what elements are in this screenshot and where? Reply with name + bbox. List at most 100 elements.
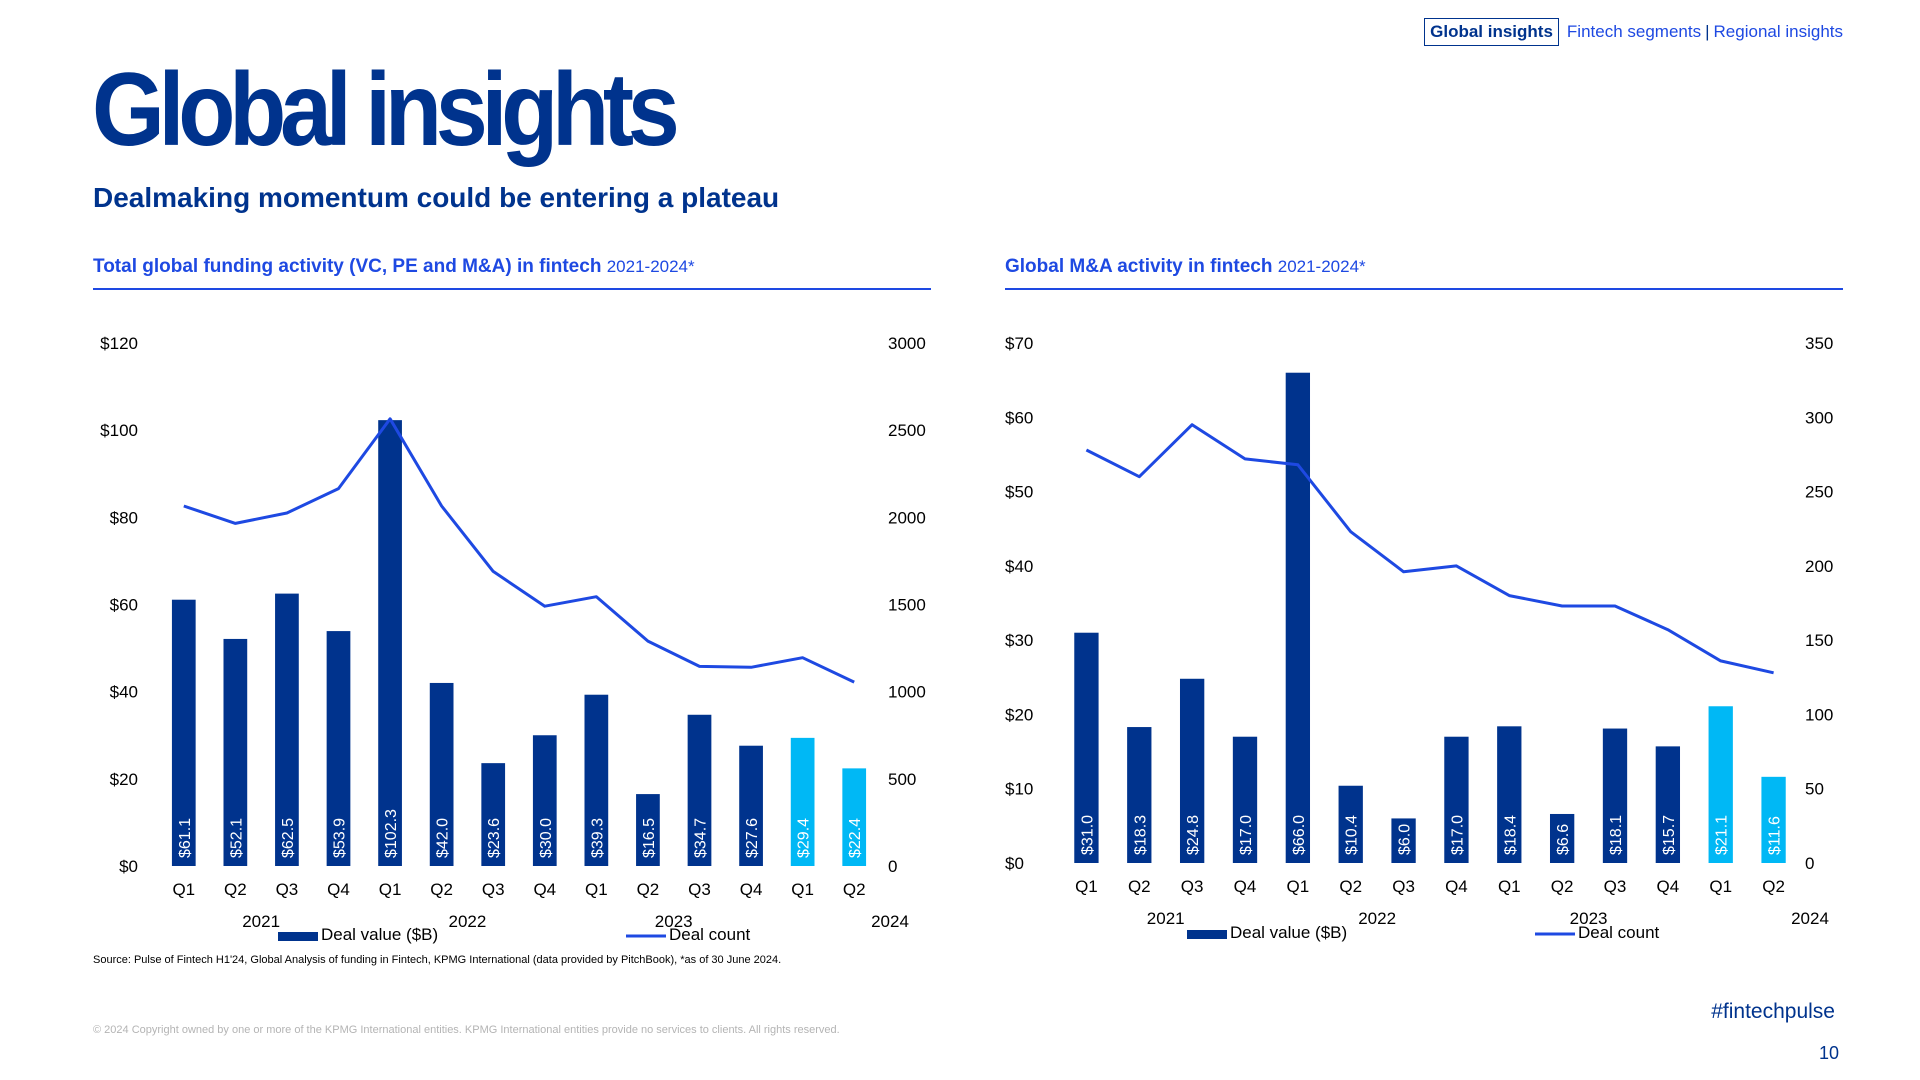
ma-bar xyxy=(1602,728,1628,863)
ma-y-tick-label: $50 xyxy=(1005,483,1033,502)
funding-bar xyxy=(171,599,196,866)
ma-y2-tick-label: 50 xyxy=(1805,780,1824,799)
ma-bar-label: $18.1 xyxy=(1608,815,1625,855)
funding-legend-bar-swatch xyxy=(278,932,318,941)
funding-y-tick-label: $100 xyxy=(100,421,138,440)
ma-bar xyxy=(1285,372,1311,863)
funding-x-tick-label: Q2 xyxy=(430,880,453,899)
funding-bar-label: $22.4 xyxy=(847,818,864,858)
ma-y2-tick-label: 350 xyxy=(1805,334,1833,353)
ma-bar xyxy=(1444,736,1469,863)
ma-y2-tick-label: 300 xyxy=(1805,408,1833,427)
funding-y2-tick-label: 3000 xyxy=(888,334,926,353)
ma-bar xyxy=(1232,736,1258,863)
ma-bar xyxy=(1708,706,1733,863)
funding-y-tick-label: $40 xyxy=(110,683,138,702)
nav-separator: | xyxy=(1705,22,1710,41)
funding-bar-label: $30.0 xyxy=(538,818,555,858)
funding-bar-label: $34.7 xyxy=(693,818,710,858)
ma-x-tick-label: Q2 xyxy=(1128,877,1151,896)
ma-y2-tick-label: 250 xyxy=(1805,483,1833,502)
funding-chart: $0 $20 $40 $60 $80 $100 $120 0 500 1000 1500 2000 25… xyxy=(100,334,926,944)
funding-y-tick-label: $20 xyxy=(110,770,138,789)
funding-y-tick-label: $120 xyxy=(100,334,138,353)
funding-y2-tick-label: 1000 xyxy=(888,683,926,702)
funding-x-tick-label: Q4 xyxy=(327,880,350,899)
copyright-note: © 2024 Copyright owned by one or more of… xyxy=(93,1024,840,1036)
ma-x-tick-label: Q2 xyxy=(1762,877,1785,896)
ma-y-tick-label: $20 xyxy=(1005,705,1033,724)
funding-x-tick-label: Q2 xyxy=(843,880,866,899)
funding-bar xyxy=(790,737,815,866)
funding-deal-count-line xyxy=(183,417,855,684)
funding-bar-label: $62.5 xyxy=(280,818,297,858)
hashtag[interactable]: #fintechpulse xyxy=(1711,1000,1835,1023)
funding-chart-title-range: 2021-2024* xyxy=(606,257,695,276)
ma-bar-label: $15.7 xyxy=(1661,815,1678,855)
ma-year-label: 2021 xyxy=(1147,909,1185,928)
page-number: 10 xyxy=(1818,1043,1839,1063)
funding-x-tick-label: Q1 xyxy=(172,880,195,899)
ma-chart-title: Global M&A activity in fintech 2021-2024… xyxy=(1005,256,1843,290)
ma-bar xyxy=(1761,776,1786,863)
ma-bar xyxy=(1655,746,1681,863)
funding-legend-line-label: Deal count xyxy=(669,925,751,944)
ma-x-tick-label: Q2 xyxy=(1551,877,1574,896)
funding-x-tick-label: Q3 xyxy=(688,880,711,899)
ma-bar-label: $6.6 xyxy=(1555,824,1572,855)
nav-global-insights[interactable]: Global insights xyxy=(1424,18,1559,46)
funding-bar xyxy=(326,631,351,866)
ma-bar-label: $11.6 xyxy=(1767,816,1784,855)
nav-regional-insights[interactable]: Regional insights xyxy=(1713,22,1843,41)
ma-bar-label: $21.1 xyxy=(1714,815,1731,855)
ma-y2-tick-label: 100 xyxy=(1805,705,1833,724)
ma-bar-label: $17.0 xyxy=(1238,815,1255,855)
ma-year-label: 2022 xyxy=(1358,909,1396,928)
funding-x-tick-label: Q4 xyxy=(533,880,556,899)
ma-x-tick-label: Q1 xyxy=(1075,877,1098,896)
ma-y-tick-label: $40 xyxy=(1005,557,1033,576)
funding-bar xyxy=(223,638,248,866)
funding-y-tick-label: $80 xyxy=(110,508,138,527)
funding-bar-label: $53.9 xyxy=(332,818,349,858)
ma-bar-label: $10.4 xyxy=(1344,815,1361,855)
ma-x-tick-label: Q4 xyxy=(1657,877,1680,896)
funding-bar-label: $42.0 xyxy=(435,818,452,858)
ma-x-tick-label: Q1 xyxy=(1287,877,1310,896)
funding-chart-title: Total global funding activity (VC, PE an… xyxy=(93,256,931,290)
ma-legend-bar-swatch xyxy=(1187,930,1227,939)
funding-bar-label: $102.3 xyxy=(383,809,400,858)
funding-bar xyxy=(275,593,299,866)
funding-bar xyxy=(739,745,763,866)
ma-x-tick-label: Q3 xyxy=(1392,877,1415,896)
ma-legend-bar-label: Deal value ($B) xyxy=(1230,923,1347,942)
funding-y2-tick-label: 0 xyxy=(888,857,897,876)
funding-bar xyxy=(842,768,867,866)
ma-bar-label: $31.0 xyxy=(1079,815,1096,855)
funding-x-tick-label: Q4 xyxy=(740,880,763,899)
nav-fintech-segments[interactable]: Fintech segments xyxy=(1566,22,1702,41)
funding-bar-label: $29.4 xyxy=(796,818,813,858)
ma-y2-tick-label: 150 xyxy=(1805,631,1833,650)
funding-bar-label: $16.5 xyxy=(641,818,658,858)
source-note: Source: Pulse of Fintech H1'24, Global A… xyxy=(93,954,782,966)
ma-bar xyxy=(1127,727,1152,863)
funding-x-tick-label: Q1 xyxy=(379,880,402,899)
ma-year-label: 2023 xyxy=(1570,909,1608,928)
ma-x-tick-label: Q4 xyxy=(1445,877,1468,896)
ma-y-tick-label: $0 xyxy=(1005,854,1024,873)
ma-bar xyxy=(1179,678,1205,863)
ma-bar xyxy=(1338,785,1363,863)
ma-bar-label: $6.0 xyxy=(1397,824,1414,855)
ma-year-label: 2024 xyxy=(1791,909,1829,928)
funding-x-tick-label: Q3 xyxy=(482,880,505,899)
funding-bar xyxy=(481,763,506,866)
ma-y-tick-label: $60 xyxy=(1005,408,1033,427)
ma-legend-line-label: Deal count xyxy=(1578,923,1660,942)
funding-bar-label: $27.6 xyxy=(744,818,761,858)
funding-y2-tick-label: 1500 xyxy=(888,596,926,615)
funding-y-tick-label: $0 xyxy=(119,857,138,876)
top-navigation: Global insights Fintech segments | Regio… xyxy=(1424,18,1843,46)
funding-bar-label: $39.3 xyxy=(589,818,606,858)
funding-chart-panel: Total global funding activity (VC, PE an… xyxy=(93,256,931,958)
